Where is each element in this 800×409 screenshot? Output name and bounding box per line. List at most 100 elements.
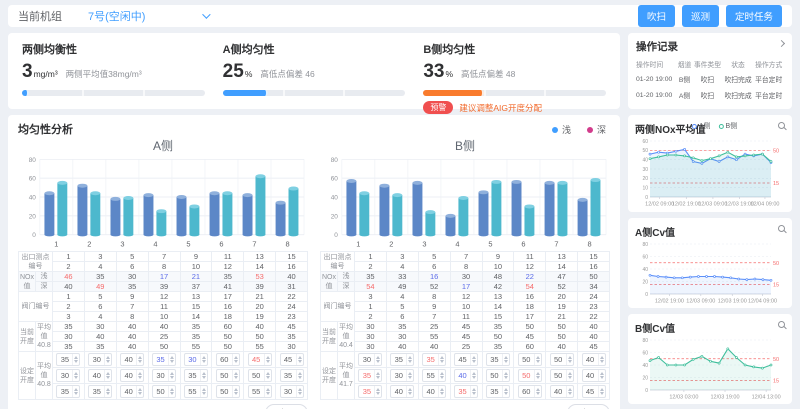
table-row[interactable]: 01-20 19:00 B侧 吹扫 吹扫完成 平台定时 bbox=[636, 71, 784, 87]
stepper-down-icon bbox=[376, 360, 381, 363]
purge-button[interactable]: 吹扫 bbox=[637, 5, 675, 27]
setpoint-stepper[interactable]: 30 bbox=[390, 369, 415, 382]
setpoint-stepper[interactable]: 40 bbox=[88, 369, 113, 382]
legend-item-a[interactable]: A侧 bbox=[691, 121, 711, 131]
setpoint-stepper[interactable]: 30 bbox=[56, 369, 81, 382]
setpoint-stepper[interactable]: 50 bbox=[517, 353, 542, 366]
stepper-down-icon bbox=[408, 360, 413, 363]
kpi-slider[interactable] bbox=[423, 90, 607, 96]
setpoint-stepper[interactable]: 35 bbox=[279, 369, 304, 382]
setpoint-cell: 30 bbox=[52, 367, 85, 384]
stepper-down-icon bbox=[567, 360, 572, 363]
kpi-slider[interactable] bbox=[222, 90, 406, 96]
zoom-icon[interactable] bbox=[778, 321, 785, 328]
setpoint-cell: 50 bbox=[147, 383, 181, 400]
stepper-up-icon bbox=[233, 372, 238, 375]
table-row[interactable]: 01-20 19:00 A侧 吹扫 吹扫完成 平台定时 bbox=[636, 87, 784, 103]
table-cell: 40 bbox=[385, 341, 419, 352]
table-cell: 19 bbox=[545, 301, 579, 312]
setpoint-stepper[interactable]: 45 bbox=[247, 353, 272, 366]
svg-text:12/03 09:00: 12/03 09:00 bbox=[698, 202, 727, 208]
cv-a-card: A侧Cv值 0 20 40 60 80 50 15 12/02 19:00 12/03 09:0… bbox=[628, 218, 792, 308]
setpoint-stepper[interactable]: 40 bbox=[390, 385, 415, 398]
unit-select[interactable]: 7号(空闲中) bbox=[88, 8, 211, 24]
table-cell: 40 bbox=[83, 331, 117, 342]
setpoint-stepper[interactable]: 35 bbox=[88, 385, 113, 398]
setpoint-cell: 35 bbox=[385, 351, 419, 368]
setpoint-stepper[interactable]: 35 bbox=[390, 353, 415, 366]
legend-item-deep[interactable]: 深 bbox=[586, 123, 606, 136]
table-cell: 22 bbox=[577, 311, 610, 322]
table-cell: 15 bbox=[275, 251, 308, 262]
legend-item-shallow[interactable]: 浅 bbox=[551, 123, 571, 136]
kpi-value: 25 bbox=[222, 61, 244, 82]
setpoint-stepper[interactable]: 30 bbox=[183, 353, 208, 366]
table-cell: 54 bbox=[513, 281, 547, 292]
table-cell: 11 bbox=[513, 251, 547, 262]
svg-text:40: 40 bbox=[642, 267, 648, 273]
legend-item-b[interactable]: B侧 bbox=[718, 121, 737, 131]
setpoint-stepper[interactable]: 50 bbox=[215, 369, 240, 382]
apply-button-b[interactable]: 应用 bbox=[566, 404, 610, 409]
setpoint-stepper[interactable]: 40 bbox=[120, 353, 145, 366]
table-cell: 17 bbox=[211, 291, 245, 302]
scheduled-task-button[interactable]: 定时任务 bbox=[725, 5, 782, 27]
setpoint-stepper[interactable]: 50 bbox=[549, 369, 574, 382]
stepper-down-icon bbox=[535, 376, 540, 379]
table-cell: 40 bbox=[115, 331, 149, 342]
svg-text:12/02 19:00: 12/02 19:00 bbox=[655, 299, 684, 305]
kpi-slider[interactable] bbox=[22, 90, 205, 96]
zoom-icon[interactable] bbox=[778, 122, 785, 129]
setpoint-stepper[interactable]: 45 bbox=[454, 353, 479, 366]
setpoint-stepper[interactable]: 30 bbox=[88, 353, 113, 366]
setpoint-stepper[interactable]: 45 bbox=[581, 385, 606, 398]
setpoint-stepper[interactable]: 35 bbox=[485, 385, 510, 398]
setpoint-stepper[interactable]: 35 bbox=[358, 369, 383, 382]
setpoint-stepper[interactable]: 50 bbox=[549, 353, 574, 366]
setpoint-stepper[interactable]: 30 bbox=[279, 385, 304, 398]
setpoint-stepper[interactable]: 40 bbox=[581, 353, 606, 366]
setpoint-cell: 45 bbox=[449, 351, 483, 368]
setpoint-stepper[interactable]: 40 bbox=[120, 369, 145, 382]
svg-text:80: 80 bbox=[331, 157, 339, 164]
kpi-unit: % bbox=[244, 69, 253, 79]
setpoint-cell: 55 bbox=[179, 383, 213, 400]
setpoint-stepper[interactable]: 35 bbox=[152, 353, 177, 366]
setpoint-stepper[interactable]: 35 bbox=[56, 353, 81, 366]
setpoint-stepper[interactable]: 50 bbox=[215, 385, 240, 398]
apply-button-a[interactable]: 应用 bbox=[264, 404, 308, 409]
setpoint-stepper[interactable]: 30 bbox=[358, 353, 383, 366]
table-cell: 21 bbox=[243, 291, 277, 302]
setpoint-stepper[interactable]: 30 bbox=[152, 369, 177, 382]
setpoint-stepper[interactable]: 50 bbox=[152, 385, 177, 398]
table-cell: 10 bbox=[449, 301, 483, 312]
setpoint-stepper[interactable]: 55 bbox=[422, 369, 447, 382]
patrol-measure-button[interactable]: 巡测 bbox=[681, 5, 719, 27]
setpoint-stepper[interactable]: 50 bbox=[247, 369, 272, 382]
setpoint-stepper[interactable]: 40 bbox=[581, 369, 606, 382]
setpoint-stepper[interactable]: 35 bbox=[454, 385, 479, 398]
table-cell: 35 bbox=[179, 321, 213, 332]
setpoint-stepper[interactable]: 40 bbox=[549, 385, 574, 398]
setpoint-stepper[interactable]: 60 bbox=[215, 353, 240, 366]
setpoint-stepper[interactable]: 40 bbox=[120, 385, 145, 398]
zoom-icon[interactable] bbox=[778, 225, 785, 232]
stepper-down-icon bbox=[170, 392, 175, 395]
setpoint-stepper[interactable]: 50 bbox=[517, 369, 542, 382]
setpoint-stepper[interactable]: 35 bbox=[183, 369, 208, 382]
cell-event: 吹扫 bbox=[700, 93, 715, 100]
table-cell: 45 bbox=[513, 331, 547, 342]
setpoint-stepper[interactable]: 35 bbox=[358, 385, 383, 398]
setpoint-stepper[interactable]: 35 bbox=[422, 353, 447, 366]
stepper-down-icon bbox=[265, 376, 270, 379]
setpoint-stepper[interactable]: 35 bbox=[485, 353, 510, 366]
setpoint-stepper[interactable]: 60 bbox=[517, 385, 542, 398]
setpoint-stepper[interactable]: 40 bbox=[422, 385, 447, 398]
setpoint-stepper[interactable]: 55 bbox=[183, 385, 208, 398]
setpoint-stepper[interactable]: 40 bbox=[454, 369, 479, 382]
setpoint-stepper[interactable]: 55 bbox=[247, 385, 272, 398]
setpoint-stepper[interactable]: 45 bbox=[279, 353, 304, 366]
setpoint-stepper[interactable]: 50 bbox=[485, 369, 510, 382]
setpoint-stepper[interactable]: 35 bbox=[56, 385, 81, 398]
stepper-down-icon bbox=[106, 376, 111, 379]
